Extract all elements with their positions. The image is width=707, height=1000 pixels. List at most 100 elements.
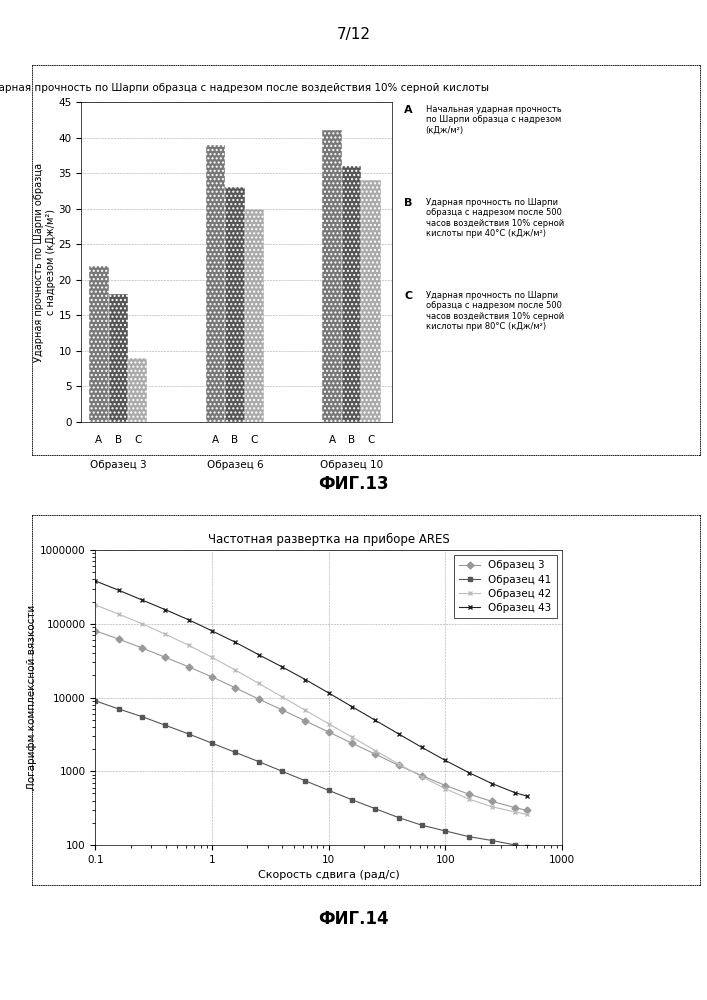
Образец 3	[231, 682, 240, 694]
Образец 43	[161, 604, 170, 616]
Text: Ударная прочность по Шарпи
образца с надрезом после 500
часов воздействия 10% се: Ударная прочность по Шарпи образца с над…	[426, 291, 563, 331]
Text: B: B	[348, 435, 355, 445]
Образец 41	[161, 719, 170, 731]
Образец 41	[278, 765, 286, 777]
Образец 41	[231, 746, 240, 758]
Образец 43	[511, 787, 520, 799]
Образец 41	[488, 835, 496, 847]
Образец 41	[138, 711, 146, 723]
Образец 3	[371, 748, 380, 760]
Text: A: A	[212, 435, 219, 445]
Образец 42	[488, 801, 496, 813]
Образец 3	[464, 788, 473, 800]
Text: Начальная ударная прочность
по Шарпи образца с надрезом
(кДж/м²): Начальная ударная прочность по Шарпи обр…	[426, 105, 561, 135]
Образец 43	[278, 661, 286, 673]
Образец 3	[522, 804, 531, 816]
Bar	[206, 145, 226, 422]
Text: C: C	[368, 435, 375, 445]
Образец 43	[301, 674, 310, 686]
Образец 3	[185, 661, 193, 673]
Text: C: C	[251, 435, 258, 445]
X-axis label: Скорость сдвига (рад/c): Скорость сдвига (рад/c)	[258, 870, 399, 880]
Образец 42	[325, 718, 333, 730]
Образец 42	[522, 808, 531, 820]
Образец 3	[325, 726, 333, 738]
Образец 3	[278, 704, 286, 716]
Text: Образец 10: Образец 10	[320, 460, 383, 470]
Образец 41	[348, 794, 356, 806]
Образец 42	[161, 628, 170, 640]
Образец 3	[418, 770, 426, 782]
Образец 41	[325, 784, 333, 796]
Образец 3	[208, 671, 216, 683]
Образец 42	[371, 745, 380, 757]
Line: Образец 3: Образец 3	[93, 628, 530, 813]
Образец 43	[395, 728, 403, 740]
Образец 43	[185, 614, 193, 626]
Образец 42	[91, 599, 100, 611]
Образец 43	[488, 778, 496, 790]
Line: Образец 43: Образец 43	[93, 579, 530, 799]
Образец 41	[511, 839, 520, 851]
Text: B: B	[231, 435, 238, 445]
Образец 43	[255, 649, 263, 661]
Образец 43	[115, 584, 123, 596]
Text: ФИГ.13: ФИГ.13	[318, 475, 389, 493]
Образец 42	[301, 704, 310, 716]
Y-axis label: Логарифм комплексной вязкости: Логарифм комплексной вязкости	[28, 605, 37, 790]
Образец 43	[348, 701, 356, 713]
Образец 41	[255, 756, 263, 768]
Text: B: B	[404, 198, 413, 208]
Образец 3	[301, 715, 310, 727]
Bar	[245, 209, 264, 422]
Образец 3	[488, 795, 496, 807]
Образец 3	[511, 802, 520, 814]
Text: ФИГ.14: ФИГ.14	[318, 910, 389, 928]
Bar	[342, 166, 361, 422]
Образец 3	[395, 759, 403, 771]
Bar	[361, 180, 381, 422]
Образец 42	[231, 664, 240, 676]
Bar	[322, 130, 342, 422]
Образец 3	[441, 780, 450, 792]
Text: Ударная прочность по Шарпи
образца с надрезом после 500
часов воздействия 10% се: Ударная прочность по Шарпи образца с над…	[426, 198, 563, 238]
Образец 42	[138, 618, 146, 630]
Образец 41	[441, 825, 450, 837]
Образец 41	[301, 775, 310, 787]
Text: C: C	[134, 435, 141, 445]
Образец 43	[441, 754, 450, 766]
Title: Ударная прочность по Шарпи образца с надрезом после воздействия 10% серной кисло: Ударная прочность по Шарпи образца с над…	[0, 83, 489, 93]
Text: 7/12: 7/12	[337, 27, 370, 42]
Text: A: A	[329, 435, 336, 445]
Line: Образец 42: Образец 42	[93, 602, 530, 817]
Образец 42	[115, 608, 123, 620]
Образец 43	[418, 741, 426, 753]
Образец 43	[231, 636, 240, 648]
Образец 3	[348, 737, 356, 749]
Образец 41	[418, 819, 426, 831]
Образец 42	[348, 731, 356, 743]
Образец 43	[464, 767, 473, 779]
Legend: Образец 3, Образец 41, Образец 42, Образец 43: Образец 3, Образец 41, Образец 42, Образ…	[454, 555, 557, 618]
Bar	[226, 187, 245, 422]
Образец 41	[115, 703, 123, 715]
Образец 3	[115, 633, 123, 645]
Bar	[109, 294, 128, 422]
Образец 41	[522, 841, 531, 853]
Образец 43	[522, 790, 531, 802]
Образец 41	[208, 737, 216, 749]
Text: C: C	[404, 291, 412, 301]
Title: Частотная развертка на приборе ARES: Частотная развертка на приборе ARES	[208, 533, 450, 546]
Образец 42	[511, 806, 520, 818]
Образец 43	[138, 594, 146, 606]
Образец 43	[371, 714, 380, 726]
Образец 41	[185, 728, 193, 740]
Образец 43	[91, 575, 100, 587]
Образец 3	[91, 625, 100, 637]
Образец 42	[255, 677, 263, 689]
Образец 3	[161, 651, 170, 663]
Образец 42	[395, 758, 403, 770]
Образец 43	[325, 687, 333, 699]
Text: Образец 3: Образец 3	[90, 460, 146, 470]
Text: Образец 6: Образец 6	[206, 460, 263, 470]
